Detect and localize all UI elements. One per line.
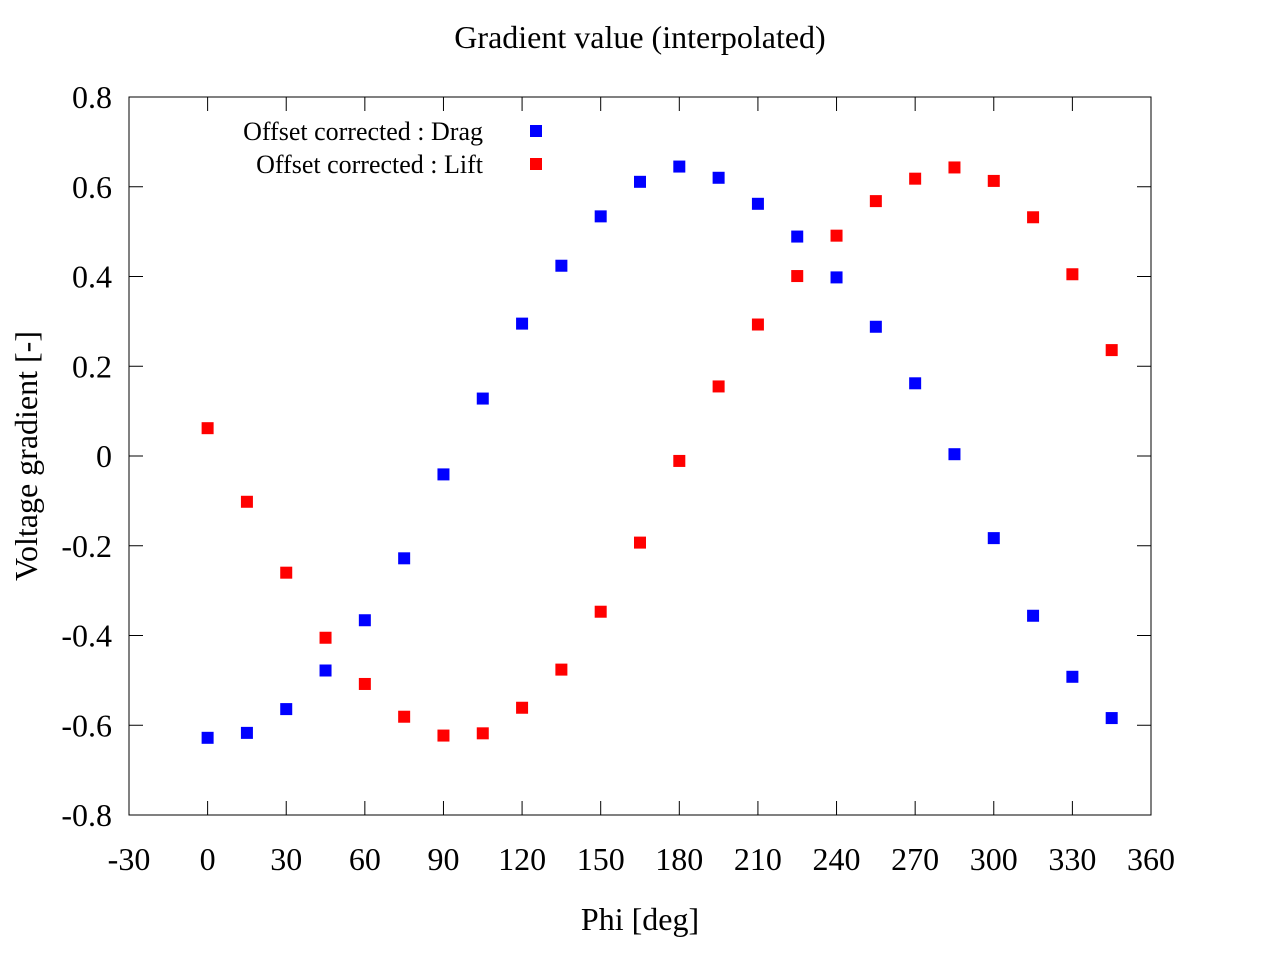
series-drag xyxy=(201,160,1118,744)
y-tick-labels: -0.8 -0.6 -0.4 -0.2 0 0.2 0.4 0.6 0.8 xyxy=(61,79,112,833)
data-point xyxy=(555,663,568,676)
data-point xyxy=(673,160,686,173)
x-tick-label: 270 xyxy=(891,841,939,877)
x-tick-label: 300 xyxy=(970,841,1018,877)
y-tick-label: 0.4 xyxy=(72,259,112,295)
data-point xyxy=(240,495,253,508)
data-point xyxy=(673,454,686,467)
data-point xyxy=(987,532,1000,545)
data-point xyxy=(437,729,450,742)
data-point xyxy=(1027,609,1040,622)
data-point xyxy=(987,174,1000,187)
data-point xyxy=(1105,712,1118,725)
legend-marker xyxy=(530,125,542,137)
data-point xyxy=(1027,211,1040,224)
x-tick-label: 0 xyxy=(200,841,216,877)
x-tick-labels: -30 0 30 60 90 120 150 180 210 240 270 300 330 360 xyxy=(108,841,1175,877)
y-tick-label: -0.8 xyxy=(61,797,112,833)
data-point xyxy=(319,664,332,677)
data-points xyxy=(201,160,1118,744)
x-tick-label: 90 xyxy=(427,841,459,877)
data-point xyxy=(555,259,568,272)
x-tick-label: 360 xyxy=(1127,841,1175,877)
data-point xyxy=(869,320,882,333)
data-point xyxy=(398,552,411,565)
data-point xyxy=(830,271,843,284)
x-tick-label: 30 xyxy=(270,841,302,877)
y-tick-label: 0.2 xyxy=(72,348,112,384)
y-axis-title: Voltage gradient [-] xyxy=(8,331,44,581)
axis-ticks xyxy=(128,96,1152,816)
legend-label: Offset corrected : Lift xyxy=(256,150,484,179)
data-point xyxy=(909,377,922,390)
data-point xyxy=(476,727,489,740)
data-point xyxy=(240,726,253,739)
data-point xyxy=(909,172,922,185)
data-point xyxy=(634,175,646,188)
legend-marker xyxy=(530,158,542,170)
data-point xyxy=(948,448,961,461)
data-point xyxy=(201,422,214,435)
data-point xyxy=(751,318,764,331)
y-tick-label: 0 xyxy=(96,438,112,474)
data-point xyxy=(280,703,293,716)
data-point xyxy=(358,677,371,690)
data-point xyxy=(1066,268,1079,281)
data-point xyxy=(948,161,961,174)
y-tick-label: -0.4 xyxy=(61,618,112,654)
legend: Offset corrected : Drag Offset corrected … xyxy=(243,117,542,179)
data-point xyxy=(830,229,843,242)
x-tick-label: 240 xyxy=(813,841,861,877)
data-point xyxy=(1066,670,1079,683)
data-point xyxy=(869,195,882,208)
series-lift xyxy=(201,161,1118,742)
legend-item: Offset corrected : Lift xyxy=(256,150,542,179)
data-point xyxy=(712,171,725,184)
x-tick-label: 330 xyxy=(1048,841,1096,877)
y-tick-label: 0.6 xyxy=(72,169,112,205)
x-tick-label: 120 xyxy=(498,841,546,877)
data-point xyxy=(319,631,332,644)
chart-title: Gradient value (interpolated) xyxy=(454,19,825,55)
data-point xyxy=(594,210,607,223)
data-point xyxy=(1105,344,1118,357)
y-tick-label: -0.2 xyxy=(61,528,112,564)
data-point xyxy=(201,731,214,744)
data-point xyxy=(280,566,293,579)
data-point xyxy=(398,710,411,723)
y-tick-label: -0.6 xyxy=(61,707,112,743)
legend-item: Offset corrected : Drag xyxy=(243,117,542,146)
y-tick-label: 0.8 xyxy=(72,79,112,115)
data-point xyxy=(634,536,646,549)
legend-label: Offset corrected : Drag xyxy=(243,117,483,146)
data-point xyxy=(791,270,804,283)
x-axis-title: Phi [deg] xyxy=(581,901,699,937)
x-tick-label: 180 xyxy=(655,841,703,877)
data-point xyxy=(712,380,725,393)
data-point xyxy=(437,468,450,481)
x-tick-label: -30 xyxy=(108,841,151,877)
data-point xyxy=(476,392,489,405)
data-point xyxy=(751,197,764,210)
x-tick-label: 150 xyxy=(577,841,625,877)
x-tick-label: 210 xyxy=(734,841,782,877)
x-tick-label: 60 xyxy=(349,841,381,877)
data-point xyxy=(516,701,529,714)
data-point xyxy=(516,317,529,330)
data-point xyxy=(594,605,607,618)
data-point xyxy=(358,614,371,627)
data-point xyxy=(791,230,804,243)
